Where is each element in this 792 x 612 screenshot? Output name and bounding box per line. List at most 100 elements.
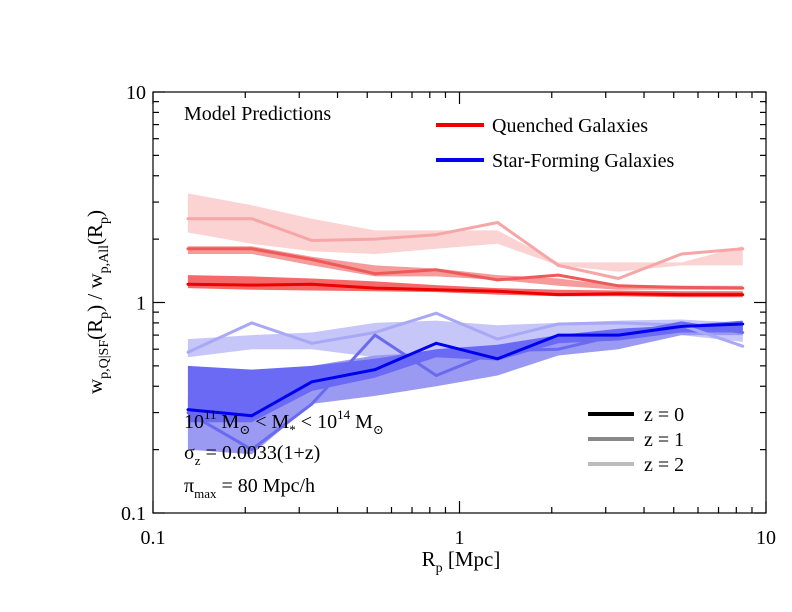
legend-item-z-0: z = 0 xyxy=(588,404,684,426)
series-quenched-galaxies-z-2 xyxy=(186,217,745,280)
legend-item-quenched-galaxies: Quenched Galaxies xyxy=(436,115,648,137)
point-quenched-galaxies-z-2 xyxy=(556,264,560,267)
point-star-forming-galaxies-z-0 xyxy=(680,325,683,328)
line-star-forming-galaxies-z-0 xyxy=(187,322,743,418)
line-quenched-galaxies-z-2 xyxy=(187,217,743,280)
series-quenched-galaxies-z-1 xyxy=(186,247,745,290)
annotation-pimax: πmax = 80 Mpc/h xyxy=(184,475,315,501)
axis-ticks xyxy=(152,91,767,514)
point-quenched-galaxies-z-0 xyxy=(310,282,314,286)
legend-label: Star-Forming Galaxies xyxy=(492,150,675,172)
point-quenched-galaxies-z-0 xyxy=(617,292,620,296)
point-star-forming-galaxies-z-1 xyxy=(496,349,499,353)
legend-item-star-forming-galaxies: Star-Forming Galaxies xyxy=(436,150,675,172)
point-star-forming-galaxies-z-0 xyxy=(373,368,377,371)
series-star-forming-galaxies-z-2 xyxy=(186,311,745,354)
point-quenched-galaxies-z-0 xyxy=(741,293,745,296)
point-star-forming-galaxies-z-1 xyxy=(186,411,190,414)
point-star-forming-galaxies-z-2 xyxy=(250,321,254,325)
point-quenched-galaxies-z-0 xyxy=(434,288,438,292)
series-lines xyxy=(186,217,745,452)
point-star-forming-galaxies-z-0 xyxy=(741,322,745,326)
point-star-forming-galaxies-z-2 xyxy=(434,311,438,315)
point-quenched-galaxies-z-2 xyxy=(680,252,683,256)
point-quenched-galaxies-z-1 xyxy=(310,258,314,261)
point-quenched-galaxies-z-0 xyxy=(250,283,254,287)
band-quenched-galaxies-z-0 xyxy=(187,275,743,298)
point-star-forming-galaxies-z-2 xyxy=(310,341,314,345)
line-quenched-galaxies-z-0 xyxy=(187,282,743,297)
point-star-forming-galaxies-z-0 xyxy=(250,414,254,418)
y-tick-label: 10 xyxy=(126,82,146,104)
point-star-forming-galaxies-z-2 xyxy=(186,350,190,354)
point-quenched-galaxies-z-1 xyxy=(617,284,620,288)
point-quenched-galaxies-z-0 xyxy=(373,286,377,290)
series-star-forming-galaxies-z-0 xyxy=(186,322,745,418)
point-quenched-galaxies-z-1 xyxy=(496,278,499,282)
series-quenched-galaxies-z-0 xyxy=(186,282,745,297)
point-star-forming-galaxies-z-2 xyxy=(741,344,745,348)
point-quenched-galaxies-z-2 xyxy=(310,239,314,242)
point-star-forming-galaxies-z-1 xyxy=(373,333,377,337)
point-quenched-galaxies-z-0 xyxy=(186,282,190,286)
tick-labels: 0.1 1 10 0.1 1 10 xyxy=(121,82,776,549)
point-star-forming-galaxies-z-1 xyxy=(680,321,683,325)
point-quenched-galaxies-z-1 xyxy=(556,273,560,277)
point-star-forming-galaxies-z-0 xyxy=(186,408,190,411)
legend-item-z-1: z = 1 xyxy=(588,429,684,451)
band-quenched-galaxies-z-2 xyxy=(187,193,743,272)
point-star-forming-galaxies-z-2 xyxy=(617,321,620,325)
x-axis-label: Rp [Mpc] xyxy=(422,547,501,576)
point-quenched-galaxies-z-1 xyxy=(373,272,377,276)
legend-galaxy-type: Quenched Galaxies Star-Forming Galaxies xyxy=(436,115,675,172)
legend-label: Quenched Galaxies xyxy=(492,115,648,137)
point-star-forming-galaxies-z-1 xyxy=(741,331,745,334)
point-quenched-galaxies-z-2 xyxy=(373,237,377,241)
point-star-forming-galaxies-z-1 xyxy=(434,374,438,377)
point-star-forming-galaxies-z-2 xyxy=(496,337,499,341)
legend-redshift: z = 0 z = 1 z = 2 xyxy=(588,404,684,476)
point-quenched-galaxies-z-0 xyxy=(496,289,499,293)
annotation-mass-range: 1011 M⊙ < M* < 1014 M⊙ xyxy=(184,407,384,437)
x-tick-label: 10 xyxy=(756,527,776,549)
point-quenched-galaxies-z-2 xyxy=(496,221,499,224)
point-quenched-galaxies-z-1 xyxy=(680,286,683,289)
point-star-forming-galaxies-z-2 xyxy=(373,331,377,334)
legend-item-z-2: z = 2 xyxy=(588,454,684,476)
line-star-forming-galaxies-z-2 xyxy=(187,311,744,354)
band-star-forming-galaxies-z-0 xyxy=(187,320,743,423)
point-star-forming-galaxies-z-0 xyxy=(496,357,499,361)
y-tick-label: 0.1 xyxy=(121,503,146,525)
point-quenched-galaxies-z-2 xyxy=(617,277,620,280)
point-star-forming-galaxies-z-0 xyxy=(617,333,620,337)
line-quenched-galaxies-z-1 xyxy=(187,247,743,290)
point-quenched-galaxies-z-2 xyxy=(250,217,254,221)
annotation-model: Model Predictions xyxy=(184,103,331,125)
point-star-forming-galaxies-z-0 xyxy=(310,380,314,384)
point-quenched-galaxies-z-2 xyxy=(186,217,190,221)
y-tick-label: 1 xyxy=(136,293,146,315)
point-quenched-galaxies-z-1 xyxy=(250,247,254,251)
point-star-forming-galaxies-z-0 xyxy=(434,341,438,345)
point-star-forming-galaxies-z-1 xyxy=(556,347,560,351)
legend-label: z = 2 xyxy=(644,454,684,476)
point-quenched-galaxies-z-0 xyxy=(680,293,683,296)
line-star-forming-galaxies-z-1 xyxy=(187,321,744,452)
point-star-forming-galaxies-z-2 xyxy=(556,322,560,326)
annotation-sigma: σz = 0.0033(1+z) xyxy=(184,442,320,468)
x-tick-label: 1 xyxy=(455,527,465,549)
band-star-forming-galaxies-z-2 xyxy=(187,319,743,358)
band-quenched-galaxies-z-1 xyxy=(187,246,743,290)
point-quenched-galaxies-z-0 xyxy=(556,293,560,296)
point-star-forming-galaxies-z-1 xyxy=(250,448,254,451)
point-quenched-galaxies-z-1 xyxy=(434,268,438,272)
legend-label: z = 0 xyxy=(644,404,684,426)
point-quenched-galaxies-z-2 xyxy=(434,233,438,237)
point-quenched-galaxies-z-2 xyxy=(741,247,745,251)
legend-label: z = 1 xyxy=(644,429,684,451)
x-tick-label: 0.1 xyxy=(141,527,166,549)
point-quenched-galaxies-z-1 xyxy=(186,247,190,251)
point-quenched-galaxies-z-1 xyxy=(741,286,745,290)
point-star-forming-galaxies-z-0 xyxy=(556,333,560,337)
